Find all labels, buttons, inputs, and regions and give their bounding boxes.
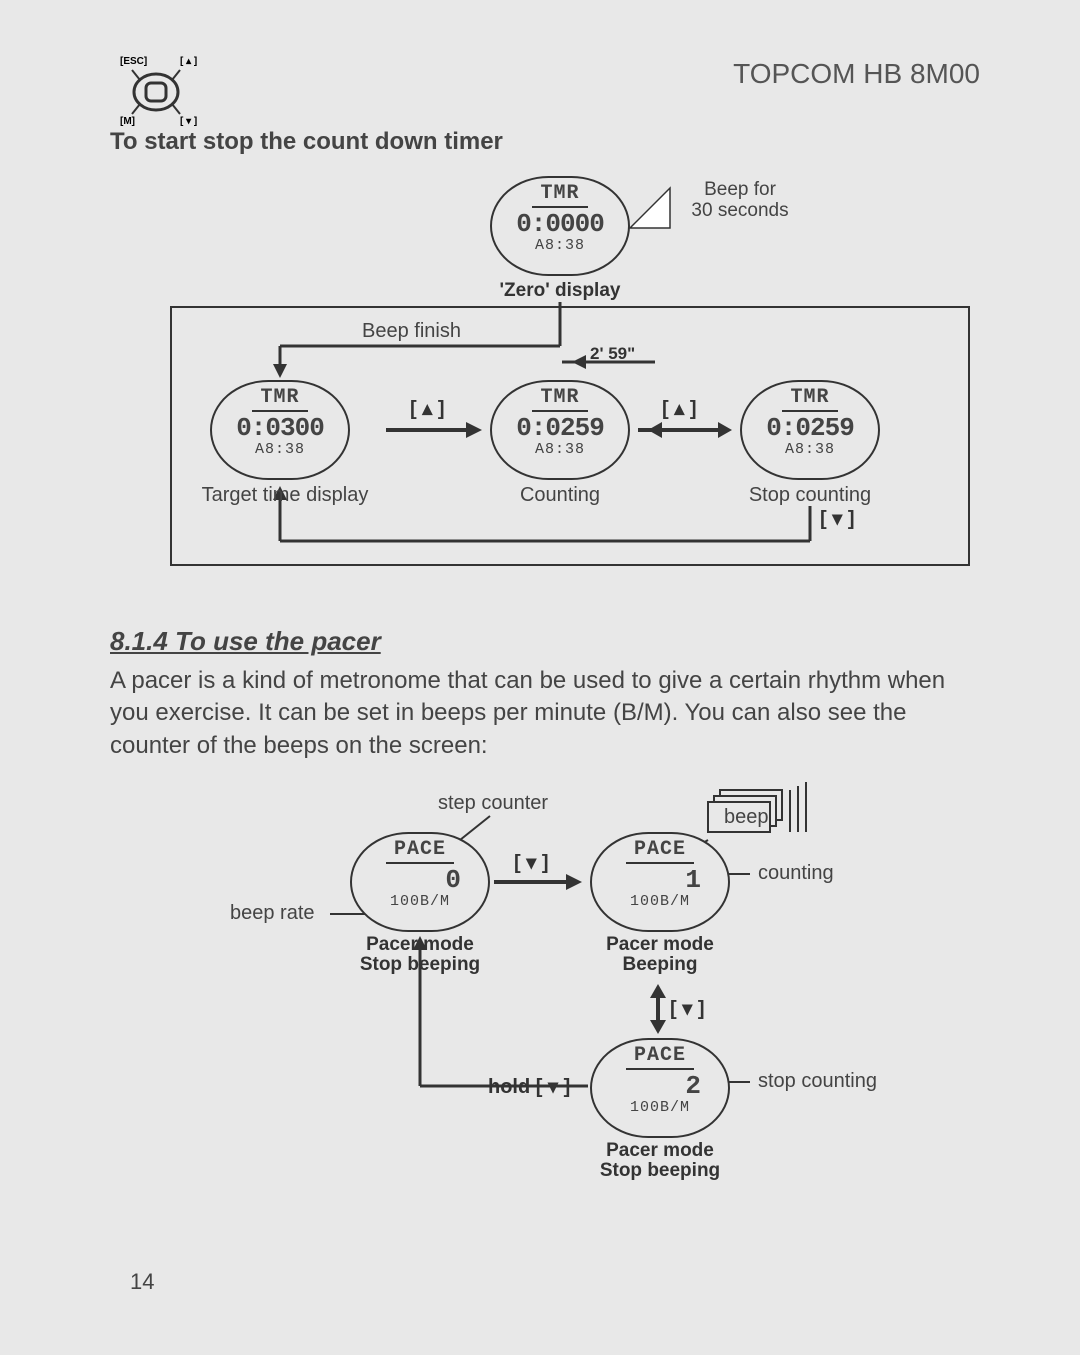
diagram2-arrows — [110, 792, 990, 1192]
lcd-sub: A8:38 — [742, 441, 878, 458]
lcd-title: PACE — [626, 1044, 694, 1070]
pacer-diagram: step counter beep — [110, 792, 990, 1192]
diagram1-arrows — [110, 176, 990, 576]
key-up-1: [ ▴ ] — [410, 396, 444, 421]
lcd-pacer-beeping: PACE 1 100B/M — [590, 832, 730, 932]
beep-rate-label: beep rate — [230, 902, 315, 925]
lcd-sub: 100B/M — [592, 893, 728, 910]
counting-label: Counting — [490, 484, 630, 507]
lcd-title: TMR — [532, 386, 587, 412]
product-header: TOPCOM HB 8M00 — [733, 58, 990, 90]
pacer-beeping-label2: Beeping — [588, 954, 732, 976]
stop-counting-label: Stop counting — [720, 484, 900, 507]
pacer-stop1-label1: Pacer mode — [348, 934, 492, 956]
lcd-target: TMR 0:0300 A8:38 — [210, 380, 350, 480]
manual-page: TOPCOM HB 8M00 [ESC] [ ▴ ] [M] [ ▾ ] To … — [0, 0, 1080, 1355]
watch-screen-icon — [146, 83, 166, 101]
down-key-label: [ ▾ ] — [180, 116, 197, 127]
pacer-beeping-label1: Pacer mode — [588, 934, 732, 956]
key-down-1: [ ▾ ] — [820, 506, 854, 531]
lcd-sub: A8:38 — [492, 441, 628, 458]
lcd-main: 0:0259 — [492, 413, 628, 443]
countdown-timer-diagram: TMR 0:0000 A8:38 'Zero' display Beep for… — [110, 176, 990, 576]
lcd-stop: TMR 0:0259 A8:38 — [740, 380, 880, 480]
key-down-3: [ ▾ ] — [670, 996, 704, 1021]
stop-counting-label: stop counting — [758, 1070, 877, 1093]
pacer-body-text: A pacer is a kind of metronome that can … — [110, 665, 990, 762]
lcd-main: 2 — [592, 1071, 728, 1101]
counting-label: counting — [758, 862, 834, 885]
key-up-2: [ ▴ ] — [662, 396, 696, 421]
hold-down-label: hold [ ▾ ] — [488, 1074, 570, 1099]
lcd-sub: 100B/M — [352, 893, 488, 910]
lcd-main: 0:0259 — [742, 413, 878, 443]
pacer-heading: 8.1.4 To use the pacer — [110, 626, 990, 657]
lcd-title: TMR — [782, 386, 837, 412]
lcd-pacer-stop1: PACE 0 100B/M — [350, 832, 490, 932]
lcd-main: 0 — [352, 865, 488, 895]
pacer-stop2-label1: Pacer mode — [588, 1140, 732, 1162]
pacer-stop1-label2: Stop beeping — [348, 954, 492, 976]
lcd-main: 0:0300 — [212, 413, 348, 443]
lcd-title: TMR — [252, 386, 307, 412]
lcd-main: 1 — [592, 865, 728, 895]
m-key-label: [M] — [120, 116, 135, 127]
lcd-title: PACE — [626, 838, 694, 864]
pacer-stop2-label2: Stop beeping — [588, 1160, 732, 1182]
up-key-label: [ ▴ ] — [180, 56, 197, 67]
watch-navigation-icon: [ESC] [ ▴ ] [M] [ ▾ ] — [110, 52, 210, 133]
key-down-2: [ ▾ ] — [514, 850, 548, 875]
lcd-counting: TMR 0:0259 A8:38 — [490, 380, 630, 480]
esc-key-label: [ESC] — [120, 56, 147, 67]
lcd-sub: A8:38 — [212, 441, 348, 458]
page-number: 14 — [130, 1269, 154, 1295]
lcd-pacer-stop2: PACE 2 100B/M — [590, 1038, 730, 1138]
lcd-title: PACE — [386, 838, 454, 864]
target-label: Target time display — [190, 484, 380, 507]
section-title: To start stop the count down timer — [110, 128, 990, 156]
lcd-sub: 100B/M — [592, 1099, 728, 1116]
